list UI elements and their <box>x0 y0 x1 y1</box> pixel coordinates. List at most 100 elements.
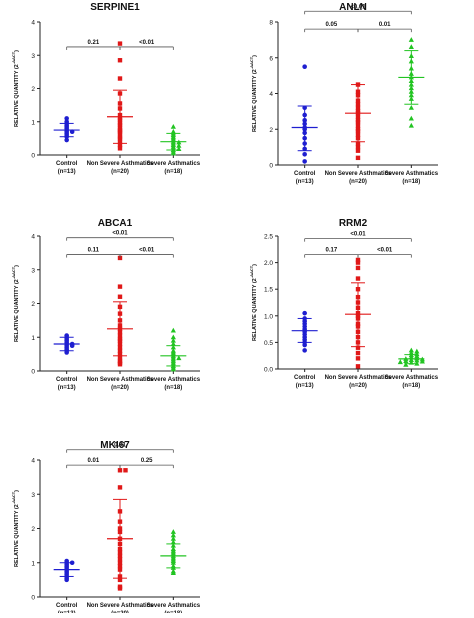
data-point <box>397 359 403 365</box>
y-axis-label-exponent: -ΔΔCT <box>11 491 16 504</box>
x-tick-label-count: (n=18) <box>402 383 420 389</box>
p-value-label: <0.01 <box>350 232 366 238</box>
data-point <box>408 347 414 353</box>
p-value-label: <0.01 <box>112 231 128 237</box>
y-axis-label-exponent: -ΔΔCT <box>11 51 16 64</box>
x-tick-label: Control <box>56 161 78 167</box>
data-point <box>355 276 361 281</box>
y-tick-label: 0 <box>31 595 35 602</box>
data-point <box>302 64 307 69</box>
y-axis-label: RELATIVE QUANTITY (2-ΔΔCT) <box>249 55 258 132</box>
x-tick-label: Severe Asthmatics <box>147 603 201 609</box>
data-point <box>170 535 176 541</box>
data-point <box>302 310 307 316</box>
y-tick-label: 0.5 <box>264 340 273 347</box>
y-tick-label: 1.5 <box>264 287 273 294</box>
x-tick-label-count: (n=20) <box>349 179 367 185</box>
y-tick-label: 1 <box>31 119 35 126</box>
p-value-label: 0.05 <box>325 22 337 28</box>
p-value-label: <0.01 <box>139 248 155 254</box>
x-tick-label: Control <box>56 603 78 609</box>
y-tick-label: 2.0 <box>264 260 273 267</box>
y-axis-label-exponent: -ΔΔCT <box>249 265 254 278</box>
y-tick-label: 2 <box>269 127 273 134</box>
x-tick-label: Non Severe Asthmatics <box>325 375 392 381</box>
data-point <box>355 260 361 265</box>
y-axis-label-exponent: -ΔΔCT <box>11 266 16 279</box>
y-tick-label: 2.5 <box>264 234 273 241</box>
y-axis-label-end: ) <box>14 490 20 492</box>
data-point <box>355 345 361 350</box>
chart-title: RRM2 <box>339 218 368 229</box>
chart-title: SERPINE1 <box>90 2 140 13</box>
data-point <box>403 361 409 367</box>
data-point <box>117 362 123 367</box>
chart-title: ANLN <box>339 2 367 13</box>
p-value-label: <0.01 <box>350 4 366 10</box>
x-tick-label: Severe Asthmatics <box>147 161 201 167</box>
chart-panel-anln: ANLN 0 2 4 6 8 RELATIVE QUANTITY (2-ΔΔCT) Contr… <box>249 2 439 185</box>
data-point <box>117 284 123 289</box>
y-tick-label: 1.0 <box>264 313 273 320</box>
data-point <box>414 348 420 354</box>
data-point <box>176 355 182 361</box>
data-point <box>408 105 414 110</box>
chart-panel-mki67: MKI67 0 1 2 3 4 RELATIVE QUANTITY (2-ΔΔCT) Cont… <box>11 440 201 617</box>
p-value-label: 0.01 <box>114 443 126 449</box>
data-point <box>403 358 409 364</box>
data-point <box>414 357 420 363</box>
data-point <box>355 364 361 369</box>
x-tick-label-count: (n=18) <box>402 179 420 185</box>
y-axis-label: RELATIVE QUANTITY (2-ΔΔCT) <box>11 490 20 567</box>
x-tick-label: Severe Asthmatics <box>385 171 439 177</box>
data-point <box>117 485 123 490</box>
data-point <box>117 76 123 81</box>
y-tick-label: 1 <box>31 335 35 342</box>
data-point <box>355 141 361 146</box>
data-point <box>117 255 123 261</box>
chart-panel-serpine1: SERPINE1 0 1 2 3 4 RELATIVE QUANTITY (2-ΔΔCT) C… <box>11 2 201 175</box>
x-tick-label-count: (n=13) <box>58 385 76 391</box>
data-point <box>170 366 176 372</box>
x-tick-label-count: (n=20) <box>111 385 129 391</box>
chart-title: ABCA1 <box>98 218 133 229</box>
data-point <box>117 58 123 63</box>
data-point <box>176 142 182 148</box>
y-tick-label: 0.0 <box>264 367 273 374</box>
x-tick-label: Non Severe Asthmatics <box>87 377 154 383</box>
chart-panel-abca1: ABCA1 0 1 2 3 4 RELATIVE QUANTITY (2-ΔΔCT) Cont… <box>11 218 201 391</box>
x-tick-label-count: (n=18) <box>164 385 182 391</box>
data-point <box>117 41 123 46</box>
data-point <box>117 294 123 299</box>
data-point <box>117 468 123 473</box>
data-point <box>419 358 425 364</box>
x-tick-label: Control <box>56 377 78 383</box>
x-tick-label: Severe Asthmatics <box>147 377 201 383</box>
x-tick-label: Severe Asthmatics <box>385 375 439 381</box>
data-point <box>170 539 176 545</box>
x-tick-label: Control <box>294 375 316 381</box>
x-tick-label-count: (n=20) <box>349 383 367 389</box>
data-point <box>64 116 69 121</box>
p-value-label: 0.21 <box>87 40 99 46</box>
y-axis-label-main: RELATIVE QUANTITY (2 <box>14 504 20 567</box>
data-point <box>170 327 176 333</box>
y-axis-label-end: ) <box>252 264 258 266</box>
y-axis-label-end: ) <box>14 50 20 52</box>
y-tick-label: 2 <box>31 301 35 308</box>
data-point <box>408 115 414 121</box>
y-tick-label: 8 <box>269 20 273 27</box>
y-axis-label: RELATIVE QUANTITY (2-ΔΔCT) <box>249 264 258 341</box>
y-tick-label: 6 <box>269 55 273 62</box>
data-point <box>170 529 176 534</box>
y-axis-label-main: RELATIVE QUANTITY (2 <box>14 64 20 127</box>
y-tick-label: 3 <box>31 53 35 60</box>
p-value-label: 0.01 <box>87 458 99 464</box>
data-point <box>302 342 307 348</box>
data-point <box>170 341 176 346</box>
p-value-label: 0.01 <box>379 22 391 28</box>
y-tick-label: 4 <box>269 91 273 98</box>
data-point <box>117 577 123 583</box>
